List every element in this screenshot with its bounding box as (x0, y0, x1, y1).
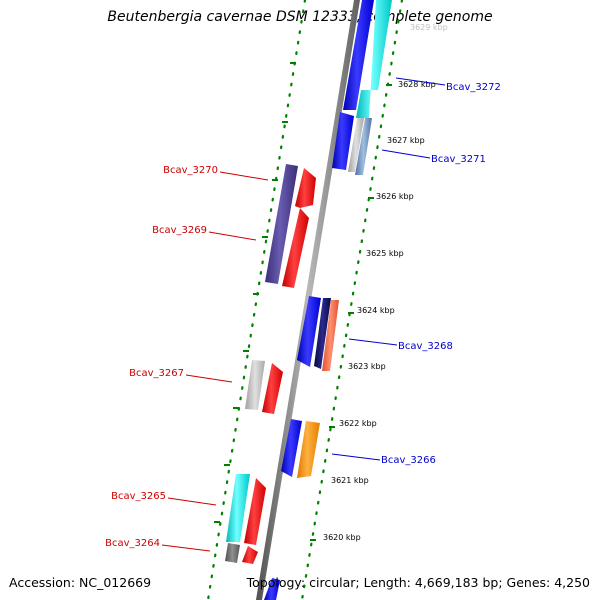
gene-bar[interactable] (244, 478, 266, 545)
kbp-label: 3628 kbp (398, 80, 436, 89)
gene-bar[interactable] (297, 421, 320, 478)
kbp-labels: 3629 kbp 3628 kbp 3627 kbp 3626 kbp 3625… (323, 23, 448, 542)
leader-line (161, 544, 211, 552)
kbp-label: 3626 kbp (376, 192, 414, 201)
gene-label-bcav-3267[interactable]: Bcav_3267 (129, 368, 184, 379)
leader-line (219, 171, 269, 181)
gene-bar[interactable] (226, 474, 250, 542)
gene-bar[interactable] (348, 118, 364, 172)
gene-label-bcav-3271[interactable]: Bcav_3271 (431, 154, 486, 165)
genome-backbone (256, 0, 360, 600)
gene-bar[interactable] (281, 419, 302, 477)
gene-label-bcav-3264[interactable]: Bcav_3264 (105, 538, 160, 549)
leader-line (331, 453, 381, 461)
gene-bar[interactable] (242, 546, 258, 564)
reverse-strand-genes (225, 164, 316, 564)
gene-label-bcav-3272[interactable]: Bcav_3272 (446, 82, 501, 93)
kbp-label: 3621 kbp (331, 476, 369, 485)
gene-bar[interactable] (245, 360, 265, 410)
leader-line (208, 231, 257, 241)
gene-bar[interactable] (262, 363, 283, 414)
gene-bar[interactable] (314, 298, 331, 369)
gene-bar[interactable] (356, 0, 392, 118)
genome-title: Beutenbergia cavernae DSM 12333, complet… (107, 9, 493, 25)
gene-label-bcav-3265[interactable]: Bcav_3265 (111, 491, 166, 502)
leader-line (381, 149, 431, 159)
topology-label: Topology: circular; Length: 4,669,183 bp… (246, 575, 590, 590)
gene-label-bcav-3269[interactable]: Bcav_3269 (152, 225, 207, 236)
gene-bar[interactable] (265, 164, 298, 284)
leader-line (185, 374, 233, 383)
leader-line (167, 497, 217, 506)
kbp-label: 3623 kbp (348, 362, 386, 371)
gene-labels: Bcav_3272 Bcav_3271 Bcav_3270 Bcav_3269 … (105, 82, 501, 549)
kbp-label: 3624 kbp (357, 306, 395, 315)
gene-bar[interactable] (355, 118, 372, 175)
tick-marks (214, 62, 392, 541)
accession-label: Accession: NC_012669 (9, 575, 152, 590)
gene-bar[interactable] (332, 112, 354, 170)
kbp-label: 3627 kbp (387, 136, 425, 145)
gene-label-bcav-3270[interactable]: Bcav_3270 (163, 165, 218, 176)
gene-bar[interactable] (322, 300, 339, 371)
leader-line (348, 338, 398, 346)
gene-bar[interactable] (297, 296, 321, 367)
gene-bar[interactable] (282, 208, 309, 288)
gene-label-bcav-3266[interactable]: Bcav_3266 (381, 455, 436, 466)
kbp-label: 3629 kbp (410, 23, 448, 32)
gene-bar[interactable] (295, 168, 316, 208)
leader-line (395, 77, 446, 86)
label-leaders (161, 77, 446, 552)
gene-bar[interactable] (343, 0, 374, 110)
kbp-label: 3622 kbp (339, 419, 377, 428)
forward-strand-genes (264, 0, 392, 600)
gene-bar[interactable] (264, 578, 280, 600)
gene-label-bcav-3268[interactable]: Bcav_3268 (398, 341, 453, 352)
gene-bar[interactable] (225, 543, 240, 563)
kbp-label: 3620 kbp (323, 533, 361, 542)
kbp-label: 3625 kbp (366, 249, 404, 258)
